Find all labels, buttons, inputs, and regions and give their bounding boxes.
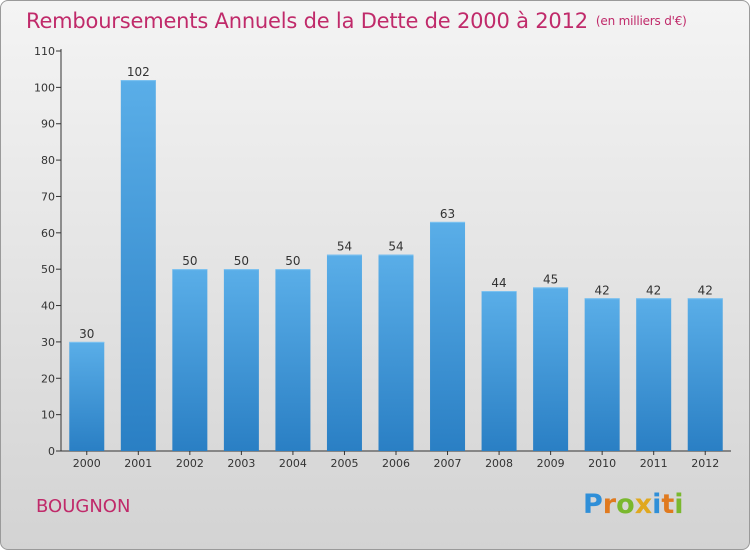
x-tick-label: 2003 [227, 457, 255, 470]
y-tick-label: 60 [41, 227, 55, 240]
bar-2009 [533, 287, 569, 451]
y-tick-label: 90 [41, 118, 55, 131]
bar-2005 [326, 254, 362, 451]
logo-letter: x [634, 489, 653, 520]
logo-letter: i [652, 489, 662, 520]
x-tick-label: 2012 [691, 457, 719, 470]
y-tick-label: 40 [41, 300, 55, 313]
x-tick-label: 2005 [330, 457, 358, 470]
x-tick-label: 2006 [382, 457, 410, 470]
logo-letter: o [616, 489, 635, 520]
data-label: 50 [182, 254, 197, 268]
bar-2002 [172, 269, 208, 451]
bar-2006 [378, 254, 414, 451]
x-tick-label: 2004 [279, 457, 307, 470]
logo-letter: i [674, 489, 684, 520]
x-tick-label: 2010 [588, 457, 616, 470]
data-label: 54 [337, 240, 352, 254]
data-label: 50 [285, 254, 300, 268]
bar-2001 [120, 80, 156, 451]
bar-2012 [687, 298, 723, 451]
axes: 0 10 20 30 40 50 60 70 80 90 100 110 2000 2001 2002 200… [34, 45, 731, 470]
data-label: 44 [491, 276, 506, 290]
data-label: 63 [440, 207, 455, 221]
bar-2000 [69, 341, 105, 451]
chart-title-text: Remboursements Annuels de la Dette de 20… [26, 9, 588, 33]
data-label: 50 [234, 254, 249, 268]
y-tick-label: 80 [41, 154, 55, 167]
data-label: 54 [388, 240, 403, 254]
data-label: 42 [595, 283, 610, 297]
proxiti-logo: Proxiti [583, 489, 684, 520]
bar-2008 [481, 291, 517, 451]
x-tick-label: 2001 [124, 457, 152, 470]
logo-letter: r [602, 489, 617, 520]
bar-2011 [636, 298, 672, 451]
commune-name: BOUGNON [36, 496, 131, 517]
y-tick-label: 30 [41, 336, 55, 349]
bar-2003 [223, 269, 259, 451]
chart-title: Remboursements Annuels de la Dette de 20… [26, 9, 687, 33]
bar-2010 [584, 298, 620, 451]
data-label: 45 [543, 272, 558, 286]
bar-2004 [275, 269, 311, 451]
y-tick-label: 0 [48, 445, 55, 458]
y-tick-label: 70 [41, 190, 55, 203]
y-tick-label: 20 [41, 372, 55, 385]
x-tick-label: 2000 [73, 457, 101, 470]
bar-2007 [430, 221, 466, 451]
data-label: 42 [698, 283, 713, 297]
x-tick-label: 2007 [434, 457, 462, 470]
x-tick-label: 2011 [640, 457, 668, 470]
bars [69, 80, 723, 451]
chart-subtitle: (en milliers d'€) [595, 14, 687, 28]
y-tick-label: 110 [34, 45, 55, 58]
y-tick-label: 100 [34, 81, 55, 94]
x-tick-label: 2002 [176, 457, 204, 470]
data-label: 42 [646, 283, 661, 297]
data-label: 102 [127, 65, 150, 79]
y-tick-label: 10 [41, 409, 55, 422]
data-labels: 30 102 50 50 50 54 54 63 44 45 42 42 42 [79, 65, 713, 341]
logo-letter: t [661, 489, 675, 520]
x-tick-label: 2009 [537, 457, 565, 470]
x-tick-label: 2008 [485, 457, 513, 470]
data-label: 30 [79, 327, 94, 341]
y-tick-label: 50 [41, 263, 55, 276]
logo-letter: P [583, 489, 603, 520]
